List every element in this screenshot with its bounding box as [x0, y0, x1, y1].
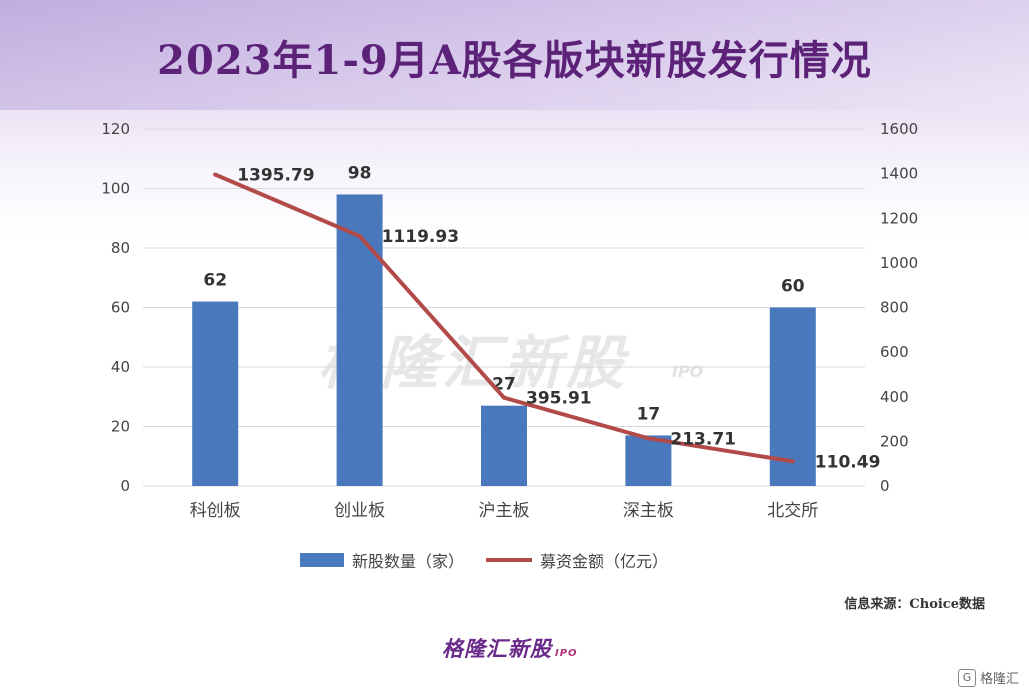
line-data-label: 1119.93 — [382, 227, 459, 247]
legend-label-bar: 新股数量（家） — [352, 552, 465, 571]
y-right-tick-label: 1200 — [880, 209, 918, 227]
y-left-tick-label: 60 — [111, 299, 130, 317]
line-point — [357, 234, 362, 239]
chart-legend: 新股数量（家） 募资金额（亿元） — [300, 548, 690, 572]
line-data-label: 213.71 — [670, 429, 736, 449]
line-point — [502, 395, 506, 400]
y-right-tick-label: 600 — [880, 343, 909, 361]
x-tick-label: 创业板 — [334, 501, 385, 521]
legend-item-line: 募资金额（亿元） — [486, 548, 668, 572]
bar-data-label: 62 — [203, 271, 227, 291]
y-right-tick-label: 1400 — [880, 165, 918, 183]
x-tick-label: 科创板 — [190, 501, 241, 521]
y-left-tick-label: 120 — [101, 120, 130, 138]
bar — [336, 194, 383, 486]
bar-data-label: 17 — [637, 404, 661, 424]
bar — [625, 435, 672, 486]
footer-logo-ipo: IPO — [555, 648, 578, 659]
y-right-tick-label: 1600 — [880, 120, 918, 138]
corner-logo-icon: G — [957, 668, 976, 687]
line-point — [646, 436, 651, 441]
line-data-label: 1395.79 — [237, 166, 314, 186]
y-right-tick-label: 0 — [880, 477, 890, 495]
x-tick-label: 沪主板 — [479, 501, 530, 521]
chart-plot: 0204060801001200200400600800100012001400… — [101, 120, 918, 521]
legend-swatch-line — [486, 558, 533, 562]
bar — [481, 405, 527, 486]
legend-label-line: 募资金额（亿元） — [540, 552, 669, 571]
bar-data-label: 27 — [492, 375, 516, 395]
x-tick-label: 北交所 — [767, 501, 818, 521]
bar — [769, 307, 816, 486]
header-background — [0, 0, 1029, 110]
line-point — [213, 172, 218, 177]
bar-data-label: 98 — [348, 163, 372, 183]
bar-data-label: 60 — [781, 277, 805, 297]
y-right-tick-label: 200 — [880, 432, 909, 450]
chart-title: 2023年1-9月A股各版块新股发行情况 — [157, 37, 872, 84]
y-left-tick-label: 0 — [120, 477, 130, 495]
y-left-tick-label: 40 — [111, 358, 130, 376]
y-right-tick-label: 1000 — [880, 254, 918, 272]
x-tick-label: 深主板 — [623, 501, 674, 521]
line-data-label: 110.49 — [815, 452, 881, 472]
line-data-label: 395.91 — [526, 389, 592, 409]
bar — [192, 301, 239, 486]
footer-logo: 格隆汇新股 IPO — [442, 633, 578, 663]
y-left-tick-label: 100 — [101, 180, 130, 198]
footer-logo-text: 格隆汇新股 — [442, 637, 552, 661]
y-left-tick-label: 80 — [111, 239, 130, 257]
line-point — [790, 459, 795, 464]
y-right-tick-label: 800 — [880, 299, 909, 317]
corner-watermark-text: 格隆汇 — [979, 672, 1019, 687]
y-right-tick-label: 400 — [880, 388, 909, 406]
source-note: 信息来源：Choice数据 — [844, 597, 985, 612]
corner-watermark: G 格隆汇 — [957, 668, 1019, 687]
y-left-tick-label: 20 — [111, 418, 130, 436]
legend-swatch-bar — [300, 553, 344, 567]
legend-item-bar: 新股数量（家） — [300, 548, 464, 572]
